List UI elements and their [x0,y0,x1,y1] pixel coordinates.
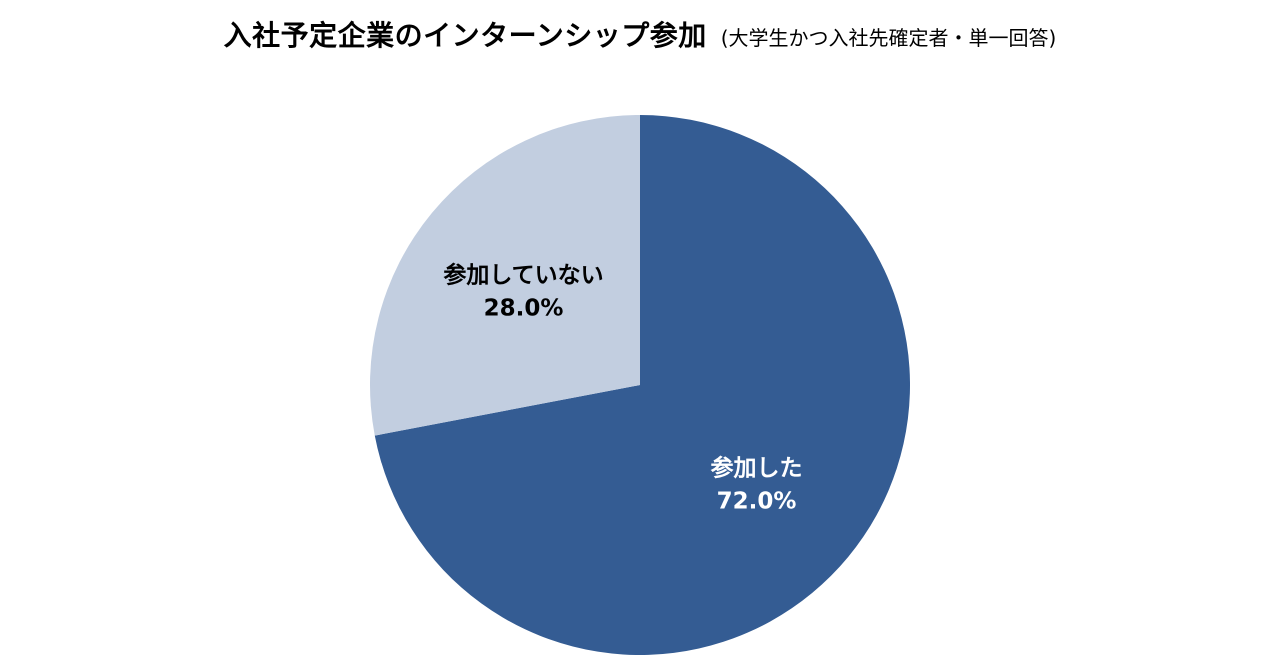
slice-label-1: 参加していない [443,262,603,289]
slice-value-1: 28.0% [484,296,564,322]
chart-subtitle: (大学生かつ入社先確定者・単一回答) [720,26,1057,50]
slice-label-0: 参加した [711,454,803,481]
pie-slice-1 [370,115,640,436]
chart-title: 入社予定企業のインターンシップ参加 [223,19,707,52]
pie-slice-0 [374,115,910,656]
chart-title-row: 入社予定企業のインターンシップ参加 (大学生かつ入社先確定者・単一回答) [0,14,1280,54]
slice-value-0: 72.0% [717,488,797,514]
